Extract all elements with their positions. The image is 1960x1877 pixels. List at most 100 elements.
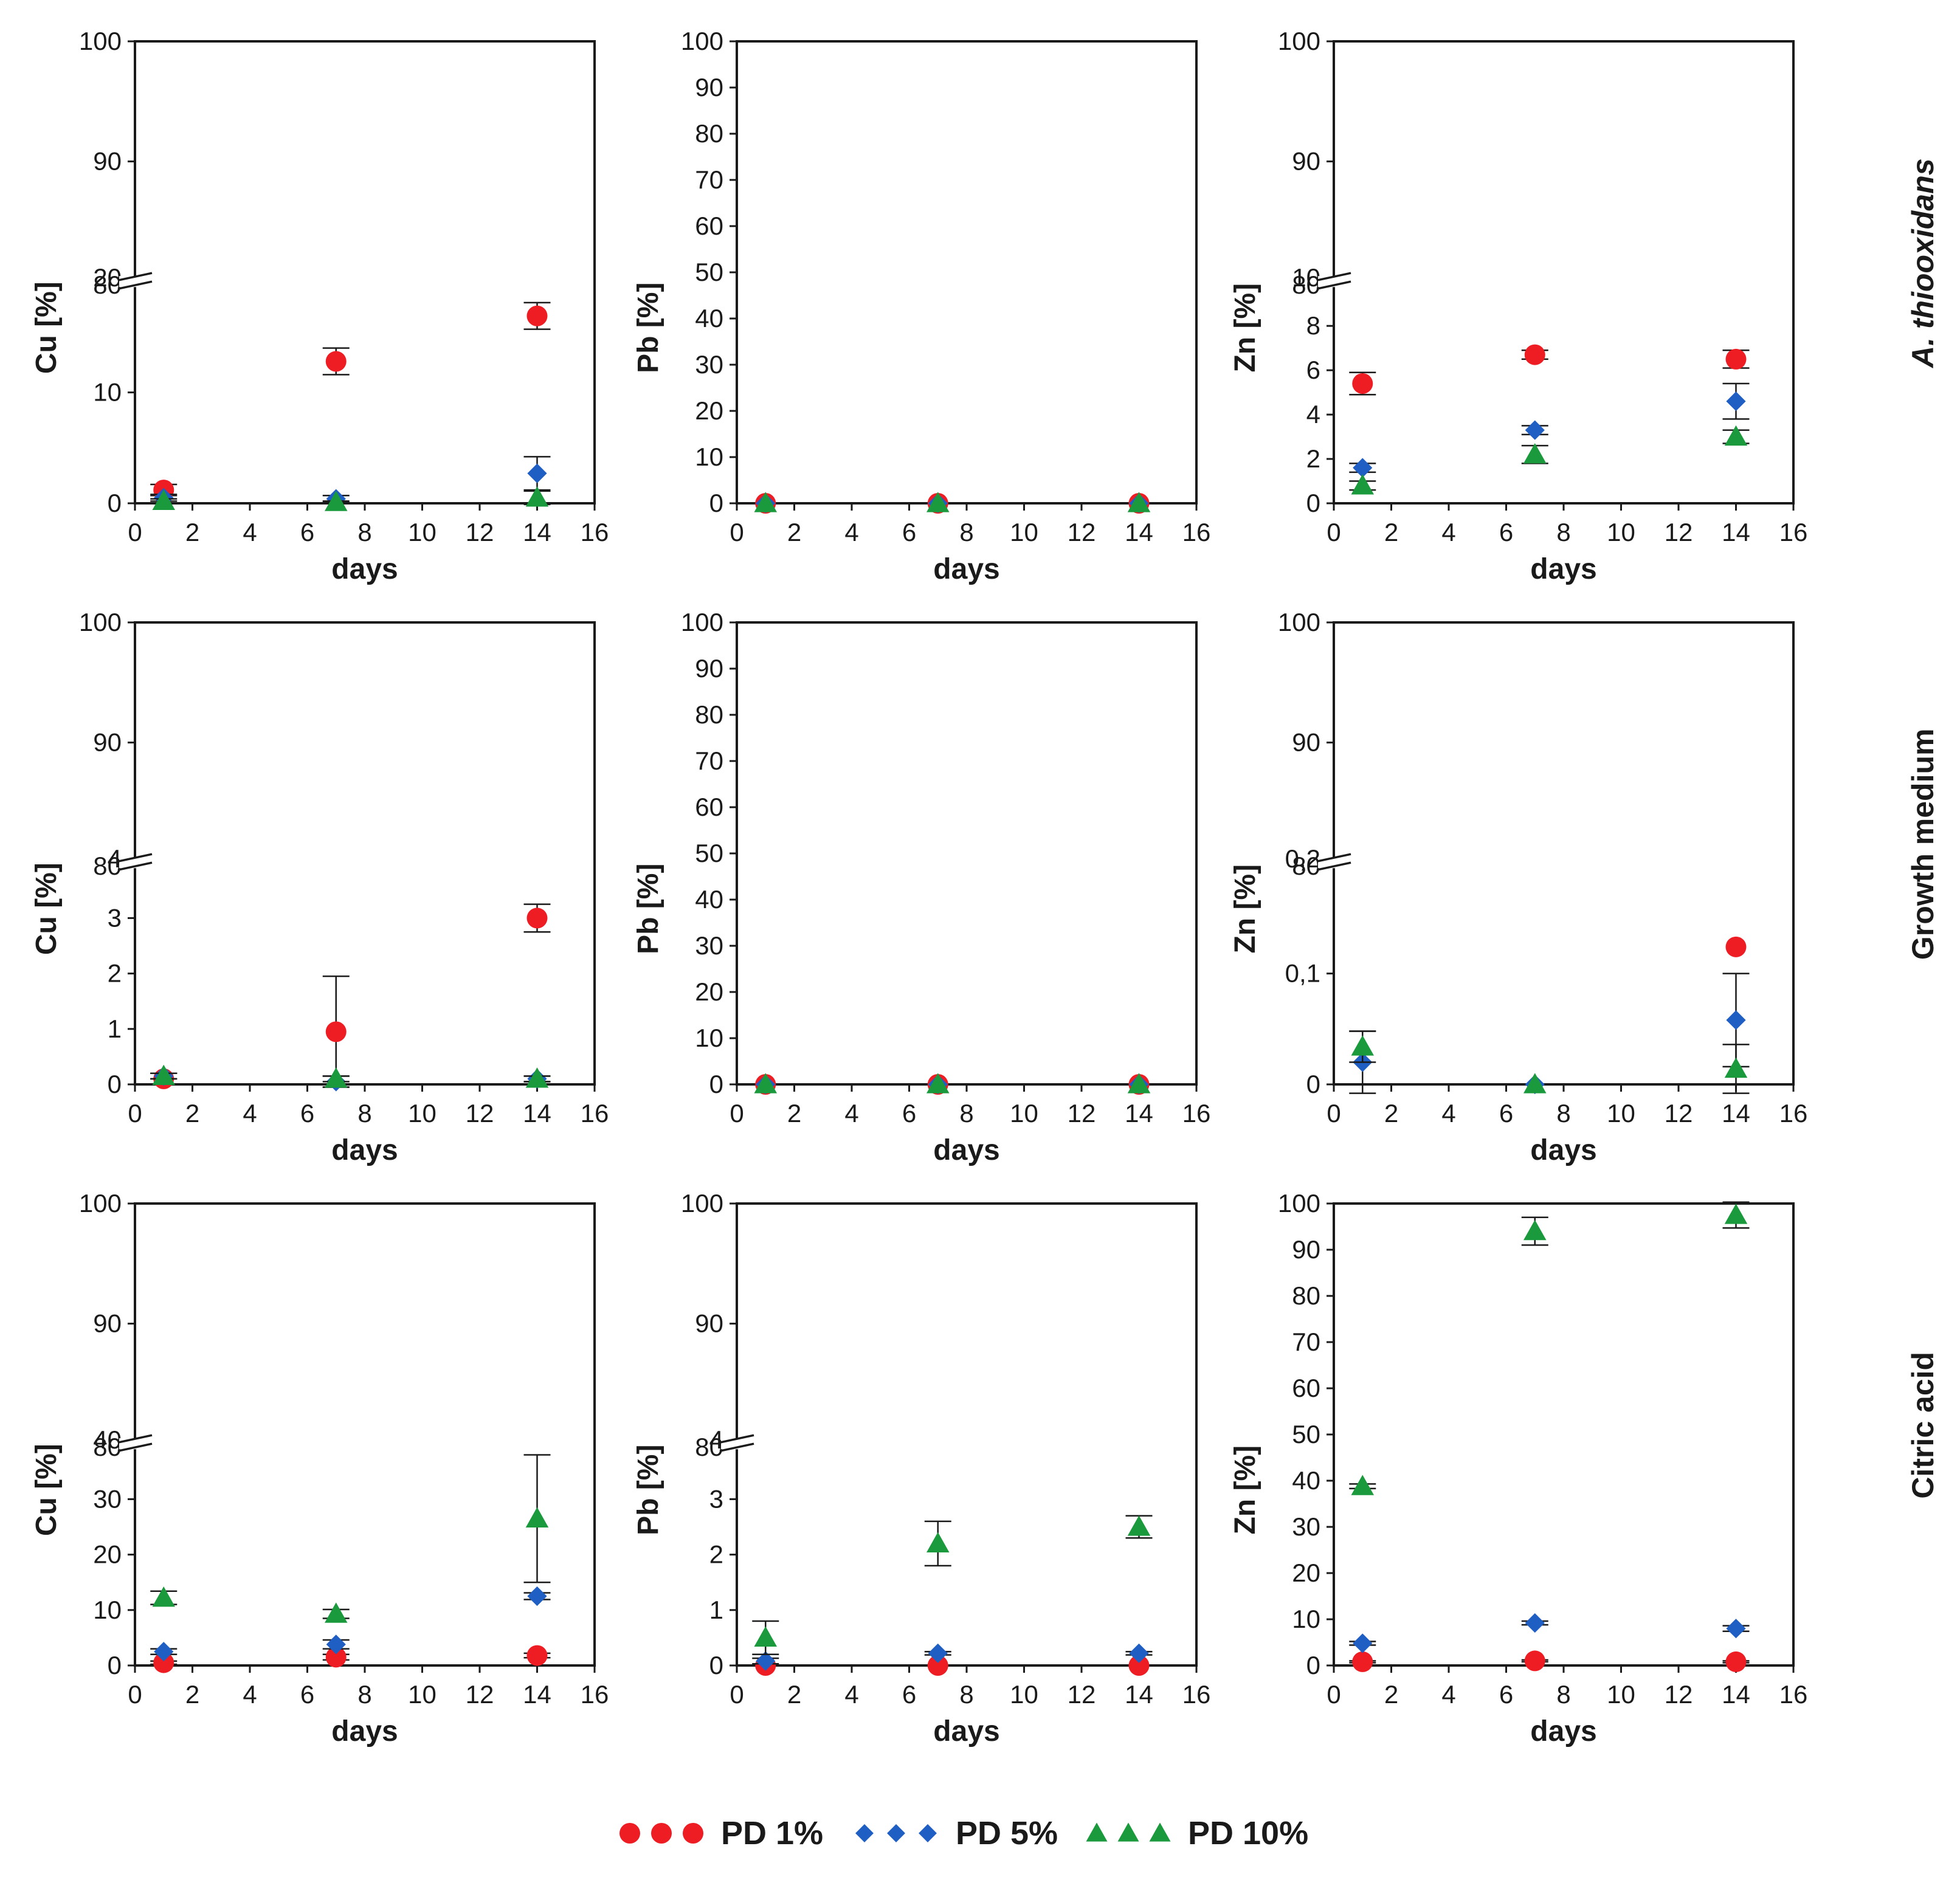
axis-break-line xyxy=(719,1434,754,1444)
x-tick-label: 0 xyxy=(128,518,142,546)
data-point xyxy=(1523,1219,1547,1241)
series-pd-10- xyxy=(150,1064,551,1088)
data-point xyxy=(154,1642,174,1662)
legend-marker xyxy=(651,1823,672,1844)
legend-label: PD 1% xyxy=(721,1815,823,1851)
y-tick-label: 90 xyxy=(1292,728,1320,757)
data-point xyxy=(1524,344,1545,365)
x-tick-label: 8 xyxy=(959,1099,973,1128)
series-pd-10- xyxy=(1349,1201,1750,1495)
y-tick-label: 2 xyxy=(709,1540,723,1569)
x-tick-label: 0 xyxy=(128,1099,142,1128)
series-pd-5- xyxy=(1349,1613,1750,1653)
x-tick-label: 6 xyxy=(1499,518,1513,546)
y-tick-label: 40 xyxy=(93,1425,122,1454)
y-tick-label: 10 xyxy=(93,1596,122,1624)
series-pd-5- xyxy=(150,1066,551,1092)
data-point xyxy=(1127,1073,1151,1093)
y-tick-label: 80 xyxy=(93,852,122,880)
series-pd-1- xyxy=(150,1645,551,1673)
x-tick-label: 4 xyxy=(844,518,858,546)
y-tick-label: 50 xyxy=(1292,1420,1320,1448)
y-tick-label: 90 xyxy=(93,1309,122,1338)
axis-break-line xyxy=(117,1442,153,1452)
y-tick-label: 90 xyxy=(695,654,723,683)
y-tick-label: 8 xyxy=(1306,311,1320,340)
y-tick-label: 80 xyxy=(1292,852,1320,880)
data-point xyxy=(525,1507,549,1527)
data-point xyxy=(1128,1655,1150,1676)
x-tick-label: 12 xyxy=(1665,518,1693,546)
plot-frame xyxy=(736,40,1198,505)
x-tick-label: 2 xyxy=(185,1680,199,1709)
y-tick-label: 80 xyxy=(93,270,122,299)
y-tick-label: 80 xyxy=(93,1433,122,1461)
data-point xyxy=(927,492,950,512)
x-tick-label: 4 xyxy=(844,1680,858,1709)
y-tick-label: 90 xyxy=(695,1309,723,1338)
y-tick-label: 100 xyxy=(1278,608,1320,636)
plot-frame xyxy=(134,621,596,1086)
x-tick-label: 2 xyxy=(185,518,199,546)
plot-frame xyxy=(1333,1202,1795,1667)
axis-break-line xyxy=(1316,280,1351,290)
series-pd-10- xyxy=(752,1515,1153,1656)
x-tick-label: 10 xyxy=(408,1099,437,1128)
x-tick-label: 16 xyxy=(1182,1680,1211,1709)
y-tick-label: 100 xyxy=(79,27,122,55)
x-tick-label: 0 xyxy=(1327,518,1341,546)
x-tick-label: 10 xyxy=(1607,518,1635,546)
x-tick-label: 10 xyxy=(408,1680,437,1709)
y-tick-label: 0 xyxy=(709,1070,723,1098)
y-tick-label: 0,1 xyxy=(1285,959,1320,988)
x-tick-label: 6 xyxy=(300,1099,314,1128)
data-point xyxy=(1525,1613,1545,1633)
x-tick-label: 10 xyxy=(1010,1099,1038,1128)
data-point xyxy=(754,492,777,512)
x-tick-label: 8 xyxy=(959,1680,973,1709)
series-pd-1- xyxy=(150,301,551,501)
chart-2-2: 0 10 20 30 40 50 60 70 80 90 100 0 2 4 6 8 10 12 14 16 days Z… xyxy=(1229,1189,1807,1748)
x-tick-label: 16 xyxy=(1182,518,1211,546)
axis-break-mark xyxy=(117,272,153,290)
data-point xyxy=(526,908,548,929)
x-tick-label: 12 xyxy=(1068,1099,1096,1128)
y-tick-label: 80 xyxy=(1292,270,1320,299)
x-axis-label: days xyxy=(933,553,999,585)
x-tick-label: 8 xyxy=(1556,518,1570,546)
legend: PD 1% PD 5% PD 10% xyxy=(619,1815,1308,1851)
data-point xyxy=(152,1064,175,1085)
x-tick-label: 2 xyxy=(1384,1680,1398,1709)
y-tick-label: 40 xyxy=(1292,1466,1320,1495)
x-tick-label: 16 xyxy=(581,1680,609,1709)
y-tick-label: 2 xyxy=(1306,444,1320,473)
y-axis-label: Zn [%] xyxy=(1229,283,1261,373)
x-tick-label: 6 xyxy=(902,518,916,546)
series-pd-1- xyxy=(1349,344,1750,396)
y-tick-label: 100 xyxy=(79,608,122,636)
plot-frame xyxy=(134,1202,596,1667)
data-point xyxy=(1127,1515,1151,1536)
data-point xyxy=(754,1073,777,1093)
data-point xyxy=(152,489,175,510)
y-tick-label: 70 xyxy=(1292,1328,1320,1356)
x-tick-label: 10 xyxy=(408,518,437,546)
data-point xyxy=(325,1602,348,1623)
plot-frame xyxy=(134,40,596,505)
data-point xyxy=(325,1021,347,1042)
y-tick-label: 80 xyxy=(695,700,723,729)
x-tick-label: 16 xyxy=(581,518,609,546)
legend-marker xyxy=(887,1824,905,1842)
data-point xyxy=(1351,474,1374,495)
data-point xyxy=(928,1643,948,1664)
x-tick-label: 2 xyxy=(787,1099,801,1128)
x-tick-label: 10 xyxy=(1607,1680,1635,1709)
data-point xyxy=(325,351,347,372)
data-point xyxy=(1725,1651,1747,1672)
y-tick-label: 10 xyxy=(695,1024,723,1052)
data-point xyxy=(1724,1204,1748,1224)
x-tick-label: 8 xyxy=(357,1099,371,1128)
y-tick-label: 70 xyxy=(695,165,723,194)
x-tick-label: 0 xyxy=(128,1680,142,1709)
